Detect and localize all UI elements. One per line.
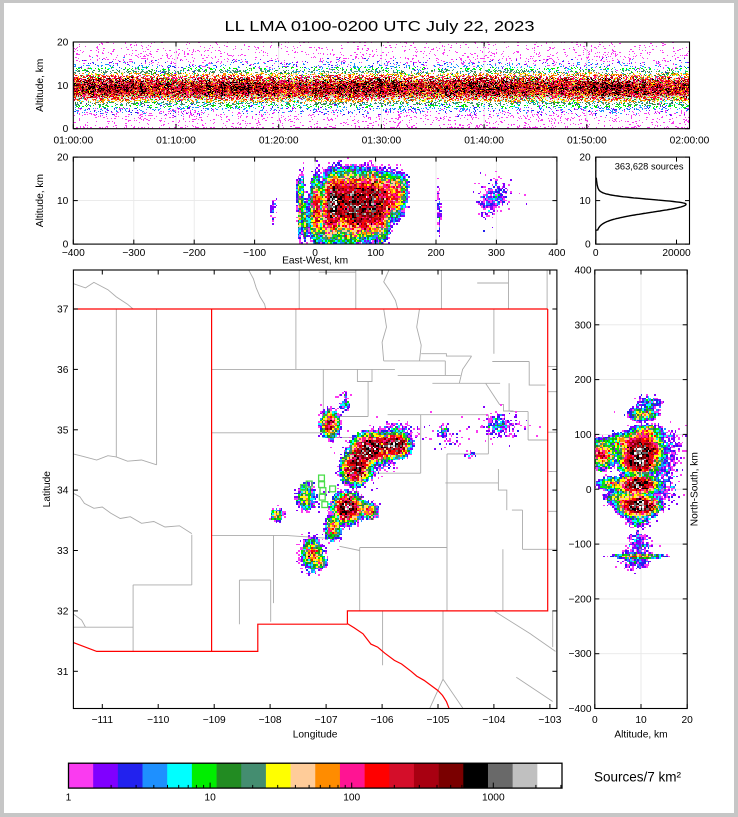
svg-text:300: 300 bbox=[488, 248, 505, 259]
svg-text:200: 200 bbox=[428, 248, 445, 259]
svg-text:−400: −400 bbox=[569, 704, 592, 715]
svg-text:0: 0 bbox=[593, 248, 599, 259]
svg-text:Latitude: Latitude bbox=[42, 471, 53, 508]
svg-text:01:30:00: 01:30:00 bbox=[362, 136, 402, 147]
svg-text:02:00:00: 02:00:00 bbox=[670, 136, 710, 147]
svg-text:−200: −200 bbox=[183, 248, 206, 259]
svg-text:−107: −107 bbox=[315, 715, 338, 726]
svg-text:20: 20 bbox=[57, 38, 69, 49]
svg-text:20000: 20000 bbox=[662, 248, 691, 259]
svg-text:−200: −200 bbox=[569, 594, 592, 605]
svg-text:01:20:00: 01:20:00 bbox=[259, 136, 299, 147]
svg-text:1: 1 bbox=[66, 793, 72, 804]
svg-text:36: 36 bbox=[57, 365, 69, 376]
svg-text:−104: −104 bbox=[482, 715, 505, 726]
svg-text:33: 33 bbox=[57, 546, 69, 557]
svg-text:01:40:00: 01:40:00 bbox=[464, 136, 504, 147]
svg-text:1000: 1000 bbox=[482, 793, 505, 804]
svg-text:01:50:00: 01:50:00 bbox=[567, 136, 607, 147]
svg-text:Altitude, km: Altitude, km bbox=[35, 174, 46, 227]
svg-text:31: 31 bbox=[57, 667, 69, 678]
svg-text:01:00:00: 01:00:00 bbox=[53, 136, 93, 147]
svg-text:−300: −300 bbox=[569, 649, 592, 660]
svg-text:0: 0 bbox=[585, 240, 591, 251]
svg-text:Altitude, km: Altitude, km bbox=[614, 730, 667, 741]
svg-text:10: 10 bbox=[579, 196, 591, 207]
svg-text:20: 20 bbox=[57, 153, 69, 164]
svg-text:−111: −111 bbox=[92, 715, 114, 726]
svg-text:−103: −103 bbox=[538, 715, 561, 726]
svg-text:−100: −100 bbox=[243, 248, 266, 259]
svg-text:North-South, km: North-South, km bbox=[690, 452, 701, 526]
svg-text:−108: −108 bbox=[259, 715, 282, 726]
svg-text:10: 10 bbox=[57, 81, 69, 92]
svg-text:37: 37 bbox=[57, 305, 69, 316]
svg-text:35: 35 bbox=[57, 425, 69, 436]
svg-text:East-West, km: East-West, km bbox=[282, 256, 348, 267]
svg-text:200: 200 bbox=[575, 375, 592, 386]
svg-text:0: 0 bbox=[586, 485, 592, 496]
svg-text:100: 100 bbox=[575, 430, 592, 441]
svg-text:−110: −110 bbox=[147, 715, 170, 726]
svg-text:−105: −105 bbox=[427, 715, 450, 726]
svg-text:−109: −109 bbox=[203, 715, 226, 726]
svg-text:300: 300 bbox=[575, 320, 592, 331]
svg-text:−300: −300 bbox=[122, 248, 145, 259]
svg-text:LL LMA 0100-0200 UTC July 22,: LL LMA 0100-0200 UTC July 22, 2023 bbox=[225, 18, 535, 35]
svg-text:0: 0 bbox=[63, 240, 69, 251]
svg-text:100: 100 bbox=[367, 248, 384, 259]
svg-text:01:10:00: 01:10:00 bbox=[156, 136, 196, 147]
svg-text:34: 34 bbox=[57, 486, 69, 497]
svg-text:10: 10 bbox=[204, 793, 216, 804]
svg-text:20: 20 bbox=[579, 153, 591, 164]
svg-text:0: 0 bbox=[592, 715, 598, 726]
svg-text:363,628 sources: 363,628 sources bbox=[615, 162, 684, 172]
svg-text:400: 400 bbox=[575, 266, 592, 277]
svg-text:Sources/7 km²: Sources/7 km² bbox=[594, 770, 682, 785]
svg-text:−106: −106 bbox=[371, 715, 394, 726]
svg-text:−100: −100 bbox=[569, 540, 592, 551]
svg-text:0: 0 bbox=[63, 124, 69, 135]
svg-text:10: 10 bbox=[635, 715, 647, 726]
svg-text:10: 10 bbox=[57, 196, 69, 207]
svg-text:Longitude: Longitude bbox=[293, 730, 338, 741]
svg-text:100: 100 bbox=[343, 793, 360, 804]
svg-text:0: 0 bbox=[312, 248, 318, 259]
svg-text:400: 400 bbox=[548, 248, 565, 259]
svg-text:20: 20 bbox=[682, 715, 694, 726]
svg-text:−400: −400 bbox=[62, 248, 85, 259]
svg-text:Altitude, km: Altitude, km bbox=[35, 59, 46, 112]
svg-text:32: 32 bbox=[57, 606, 69, 617]
